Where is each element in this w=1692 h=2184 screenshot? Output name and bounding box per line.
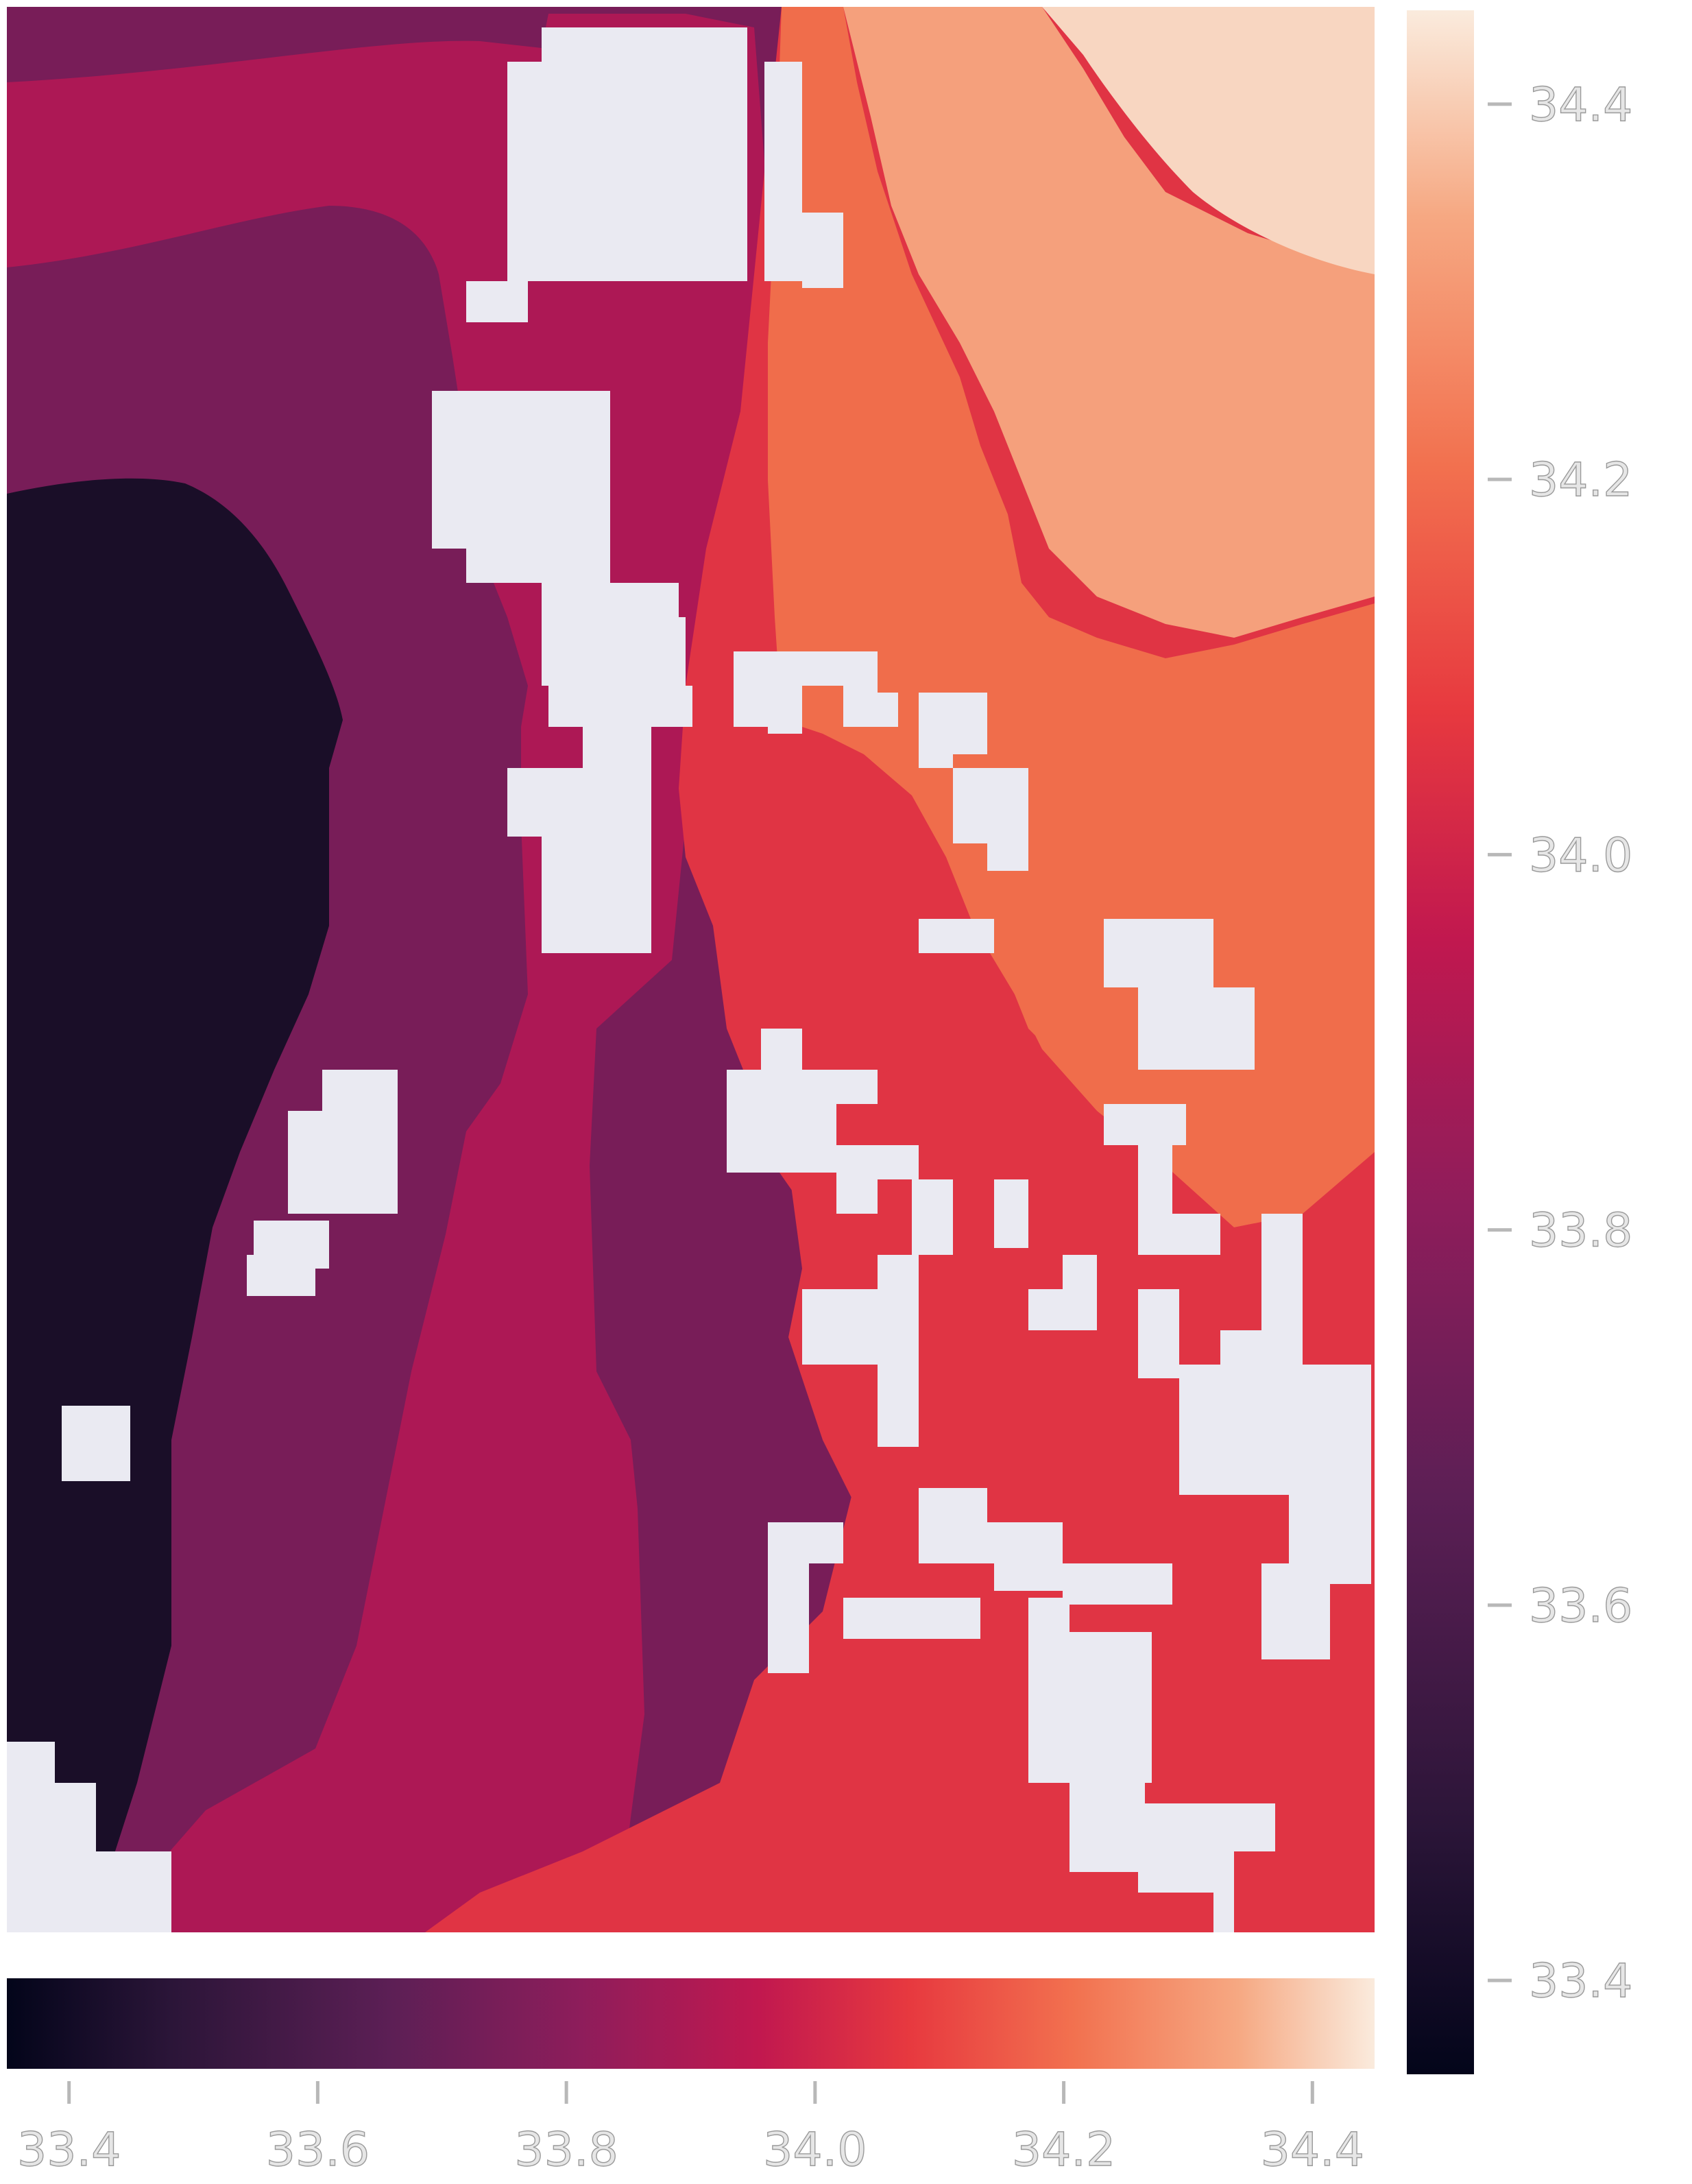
colorbar-vertical-tick-label: 33.4 <box>1529 1954 1632 2008</box>
colorbar-vertical-tick-label: 34.4 <box>1529 78 1632 132</box>
land-mask-cell <box>1028 1632 1152 1783</box>
land-mask-cell <box>432 391 610 549</box>
colorbar-vertical-tick-label: 34.0 <box>1529 828 1632 883</box>
colorbar-vertical: 33.4 33.6 33.8 34.0 34.2 34.4 <box>1407 10 1633 2074</box>
colorbar-horizontal-tick-label: 34.2 <box>1012 2123 1115 2177</box>
contour-band <box>1042 7 1375 274</box>
land-mask-cell <box>1138 1145 1172 1255</box>
colorbar-horizontal-tick-label: 33.4 <box>17 2123 121 2177</box>
colorbar-vertical-tick-label: 33.6 <box>1529 1579 1632 1633</box>
land-mask-cell <box>953 768 987 843</box>
land-mask-cell <box>878 1255 919 1378</box>
land-mask-cell <box>507 768 651 837</box>
colorbar-horizontal: 33.4 33.6 33.8 34.0 34.2 34.4 <box>7 1978 1375 2178</box>
land-mask-cell <box>802 1070 878 1104</box>
land-mask-cell <box>761 1029 802 1070</box>
land-mask-cell <box>802 1289 878 1365</box>
land-mask-cell <box>96 1851 171 1932</box>
land-mask-cell <box>466 549 610 583</box>
land-mask-cell <box>1220 1330 1261 1371</box>
land-mask-cell <box>953 727 987 754</box>
land-mask-cell <box>1028 1289 1097 1330</box>
contour-band <box>7 478 343 1932</box>
land-mask-cell <box>288 1111 322 1214</box>
land-mask-cell <box>878 1378 919 1447</box>
heatmap-plot <box>7 7 1375 1932</box>
land-mask-cell <box>247 1255 315 1296</box>
land-mask-cell <box>878 693 898 727</box>
contour-band <box>768 7 1375 1227</box>
contour-band <box>843 7 1375 638</box>
colorbar-horizontal-tick-label: 33.8 <box>514 2123 618 2177</box>
land-mask-cell <box>356 1070 398 1118</box>
land-mask-cell <box>802 1104 836 1173</box>
land-mask-cell <box>1172 1214 1220 1255</box>
land-mask-cell <box>55 1783 96 1886</box>
land-mask-cell <box>542 27 747 281</box>
land-mask-cell <box>919 919 994 953</box>
land-mask-cell <box>1069 1783 1145 1872</box>
land-mask-cell <box>542 837 651 953</box>
land-mask-cell <box>1138 1851 1213 1893</box>
colorbar-horizontal-tick-label: 33.6 <box>266 2123 370 2177</box>
land-mask-cell <box>507 62 548 281</box>
land-mask-cell <box>727 1070 802 1173</box>
colorbar-horizontal-tick-label: 34.0 <box>763 2123 867 2177</box>
colorbar-horizontal-ticks: 33.4 33.6 33.8 34.0 34.2 34.4 <box>16 2081 1365 2178</box>
land-mask-cell <box>1104 919 1213 987</box>
land-mask-cell <box>802 213 843 288</box>
land-mask-cell <box>843 1598 980 1639</box>
land-mask-cell <box>7 1742 55 1932</box>
land-mask-cell <box>768 693 802 734</box>
colorbar-horizontal-tick-label: 34.4 <box>1261 2123 1364 2177</box>
land-mask-cell <box>1261 1563 1330 1659</box>
land-mask-cell <box>919 1488 987 1563</box>
land-mask-cell <box>878 1145 919 1179</box>
colorbar-vertical-tick-label: 34.2 <box>1529 453 1632 507</box>
land-mask-cell <box>994 1557 1063 1591</box>
land-mask-cell <box>843 651 878 727</box>
land-mask-cell <box>994 1179 1028 1248</box>
land-mask-cell <box>1289 1365 1371 1584</box>
land-mask-cell <box>466 281 528 322</box>
colorbar-vertical-tick-label: 33.8 <box>1529 1204 1632 1258</box>
land-mask-cell <box>836 1145 878 1214</box>
land-mask-cell <box>548 686 692 727</box>
land-mask-cell <box>987 768 1028 843</box>
contour-band <box>788 1042 1375 1932</box>
land-mask-cell <box>1138 1803 1275 1851</box>
land-mask-cell <box>1138 1289 1179 1378</box>
land-mask-cell <box>919 727 953 768</box>
land-mask-cell <box>987 843 1028 871</box>
colorbar-horizontal-gradient <box>7 1978 1375 2069</box>
land-mask-cell <box>802 1522 843 1563</box>
land-mask-cell <box>1063 1563 1172 1605</box>
colorbar-vertical-gradient <box>1407 10 1474 2074</box>
land-mask-cell <box>912 1179 953 1255</box>
land-mask-cell <box>1138 987 1255 1070</box>
land-mask-cell <box>1213 1851 1234 1932</box>
land-mask-cell <box>1063 1255 1097 1289</box>
land-mask-cell <box>764 62 802 281</box>
land-mask-cell <box>1104 1104 1186 1145</box>
colorbar-vertical-ticks: 33.4 33.6 33.8 34.0 34.2 34.4 <box>1488 77 1633 2009</box>
land-mask-cell <box>919 693 987 727</box>
land-mask <box>7 27 1371 1932</box>
land-mask-cell <box>96 1406 130 1447</box>
